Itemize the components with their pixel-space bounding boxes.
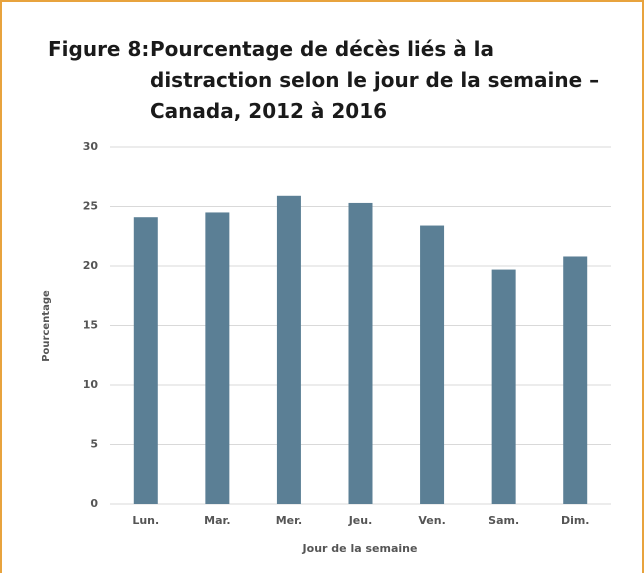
bar [491, 269, 516, 504]
y-tick-label: 30 [83, 140, 99, 153]
y-tick-label: 25 [83, 200, 98, 213]
y-tick-label: 20 [83, 259, 99, 272]
y-tick-label: 10 [83, 378, 99, 391]
bar [205, 212, 230, 504]
bar [276, 195, 301, 505]
x-tick-label: Ven. [418, 514, 445, 527]
x-tick-label: Mar. [204, 514, 230, 527]
x-tick-label: Mer. [276, 514, 302, 527]
x-tick-label: Lun. [132, 514, 159, 527]
x-tick-label: Jeu. [348, 514, 373, 527]
x-axis-label: Jour de la semaine [302, 542, 418, 555]
bar [133, 217, 158, 504]
y-tick-label: 15 [83, 319, 98, 332]
figure-label: Figure 8: [48, 37, 150, 61]
y-axis-label: Pourcentage [41, 290, 52, 362]
bar [563, 256, 588, 504]
bar [348, 202, 373, 504]
title-block: Figure 8: Pourcentage de décès liés à la… [48, 34, 618, 127]
x-tick-label: Sam. [488, 514, 519, 527]
x-tick-label: Dim. [561, 514, 590, 527]
chart-title: Pourcentage de décès liés à la distracti… [150, 37, 600, 123]
bar [420, 225, 445, 505]
y-tick-label: 5 [90, 438, 98, 451]
y-tick-label: 0 [90, 497, 98, 510]
